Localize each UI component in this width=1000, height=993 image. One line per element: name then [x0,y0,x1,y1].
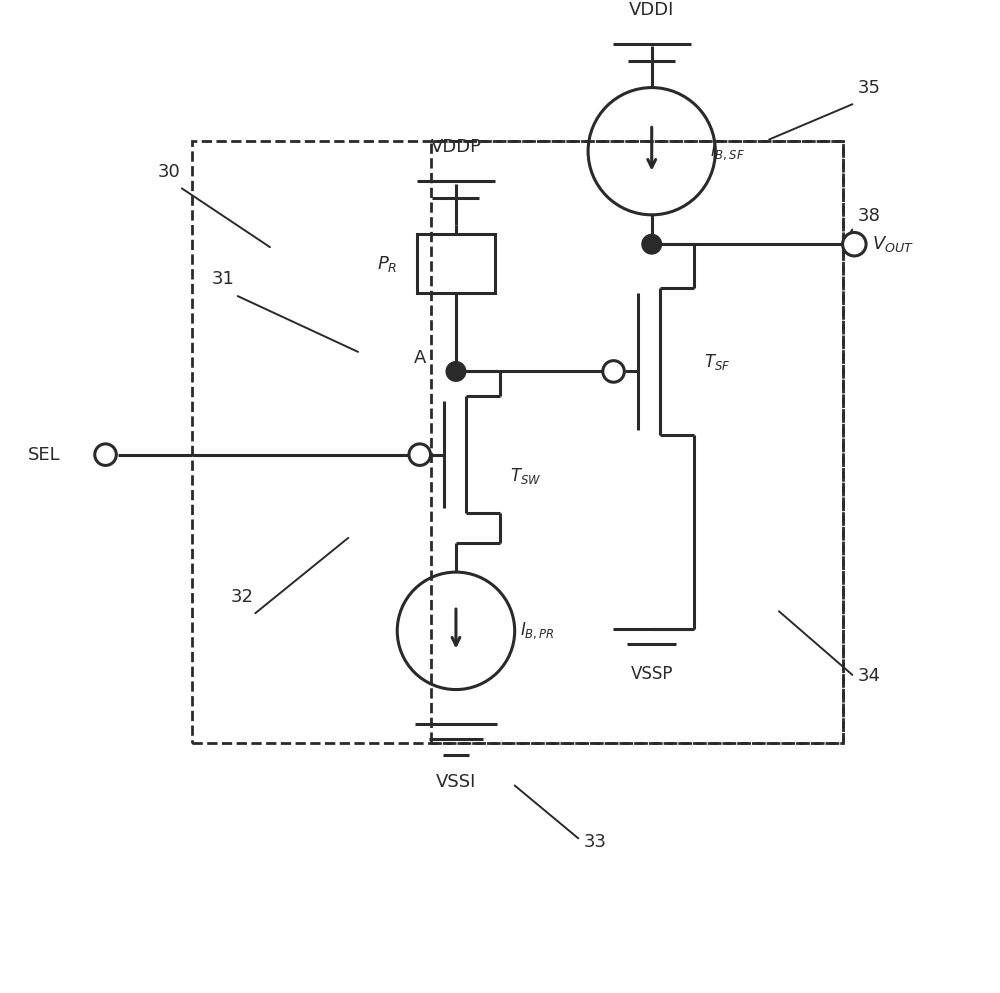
Text: 34: 34 [857,666,880,684]
Text: $I_{B,SF}$: $I_{B,SF}$ [710,141,746,162]
Text: 31: 31 [211,270,234,288]
Circle shape [446,361,466,381]
Text: $T_{SW}$: $T_{SW}$ [510,466,541,487]
Text: VDDI: VDDI [629,1,674,19]
Text: 38: 38 [857,207,880,224]
Circle shape [642,234,662,254]
Bar [192,141,843,744]
Text: $P_R$: $P_R$ [377,254,397,274]
Bar [431,141,843,744]
Text: SEL: SEL [28,446,61,464]
Text: VDDP: VDDP [430,138,481,156]
Text: 35: 35 [857,79,880,97]
Text: 30: 30 [157,163,180,181]
Text: VSSI: VSSI [436,773,476,790]
Text: $V_{OUT}$: $V_{OUT}$ [872,234,914,254]
Text: 32: 32 [231,589,254,607]
Circle shape [843,232,866,256]
Text: $T_{SF}$: $T_{SF}$ [704,352,730,371]
Circle shape [409,444,431,466]
Circle shape [603,360,624,382]
Text: $I_{B,PR}$: $I_{B,PR}$ [520,621,554,641]
Text: VSSP: VSSP [630,665,673,683]
Text: 33: 33 [583,833,606,851]
Bar [417,234,495,293]
Text: A: A [414,349,427,366]
Circle shape [95,444,116,466]
